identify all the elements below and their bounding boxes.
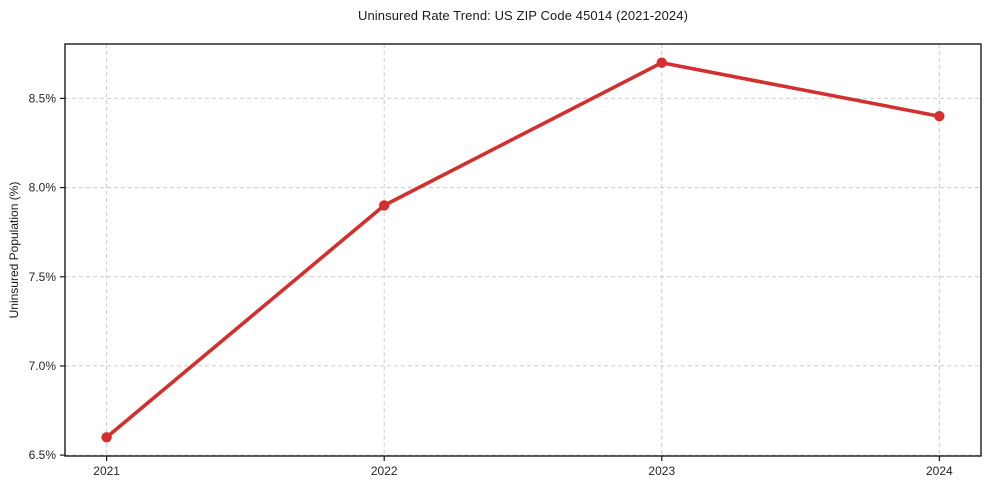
data-point-2022	[379, 200, 390, 211]
chart-title: Uninsured Rate Trend: US ZIP Code 45014 …	[357, 8, 689, 23]
x-tick-label: 2023	[648, 464, 675, 478]
data-point-2024	[934, 111, 945, 122]
y-tick-label: 8.5%	[29, 91, 57, 105]
y-tick-label: 7.5%	[29, 270, 57, 284]
y-tick-label: 6.5%	[29, 448, 57, 462]
x-tick-label: 2022	[371, 464, 398, 478]
data-point-2021	[101, 432, 112, 443]
plot-border	[64, 43, 982, 457]
y-tick-label: 8.0%	[29, 181, 57, 195]
trend-line	[104, 60, 942, 440]
x-tick-label: 2021	[93, 464, 120, 478]
data-point-2023	[656, 57, 667, 68]
x-tick-label: 2024	[926, 464, 953, 478]
y-tick-label: 7.0%	[29, 359, 57, 373]
